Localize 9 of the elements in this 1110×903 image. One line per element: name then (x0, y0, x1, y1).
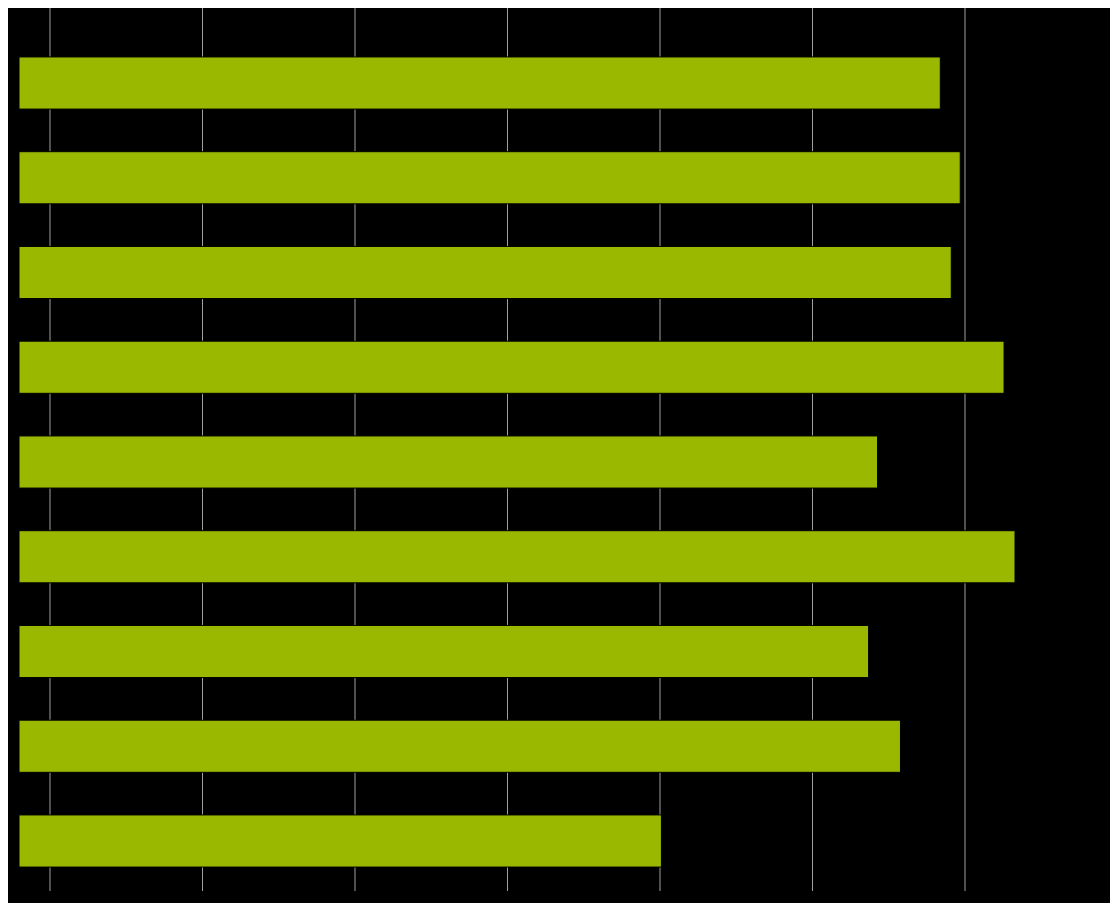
bar (18, 340, 1005, 394)
bar (18, 435, 879, 489)
bar (18, 719, 901, 773)
bar (18, 814, 662, 868)
bar (18, 624, 870, 679)
bar (18, 151, 961, 205)
bar (18, 56, 941, 110)
bar (18, 530, 1016, 584)
bar (18, 245, 952, 300)
